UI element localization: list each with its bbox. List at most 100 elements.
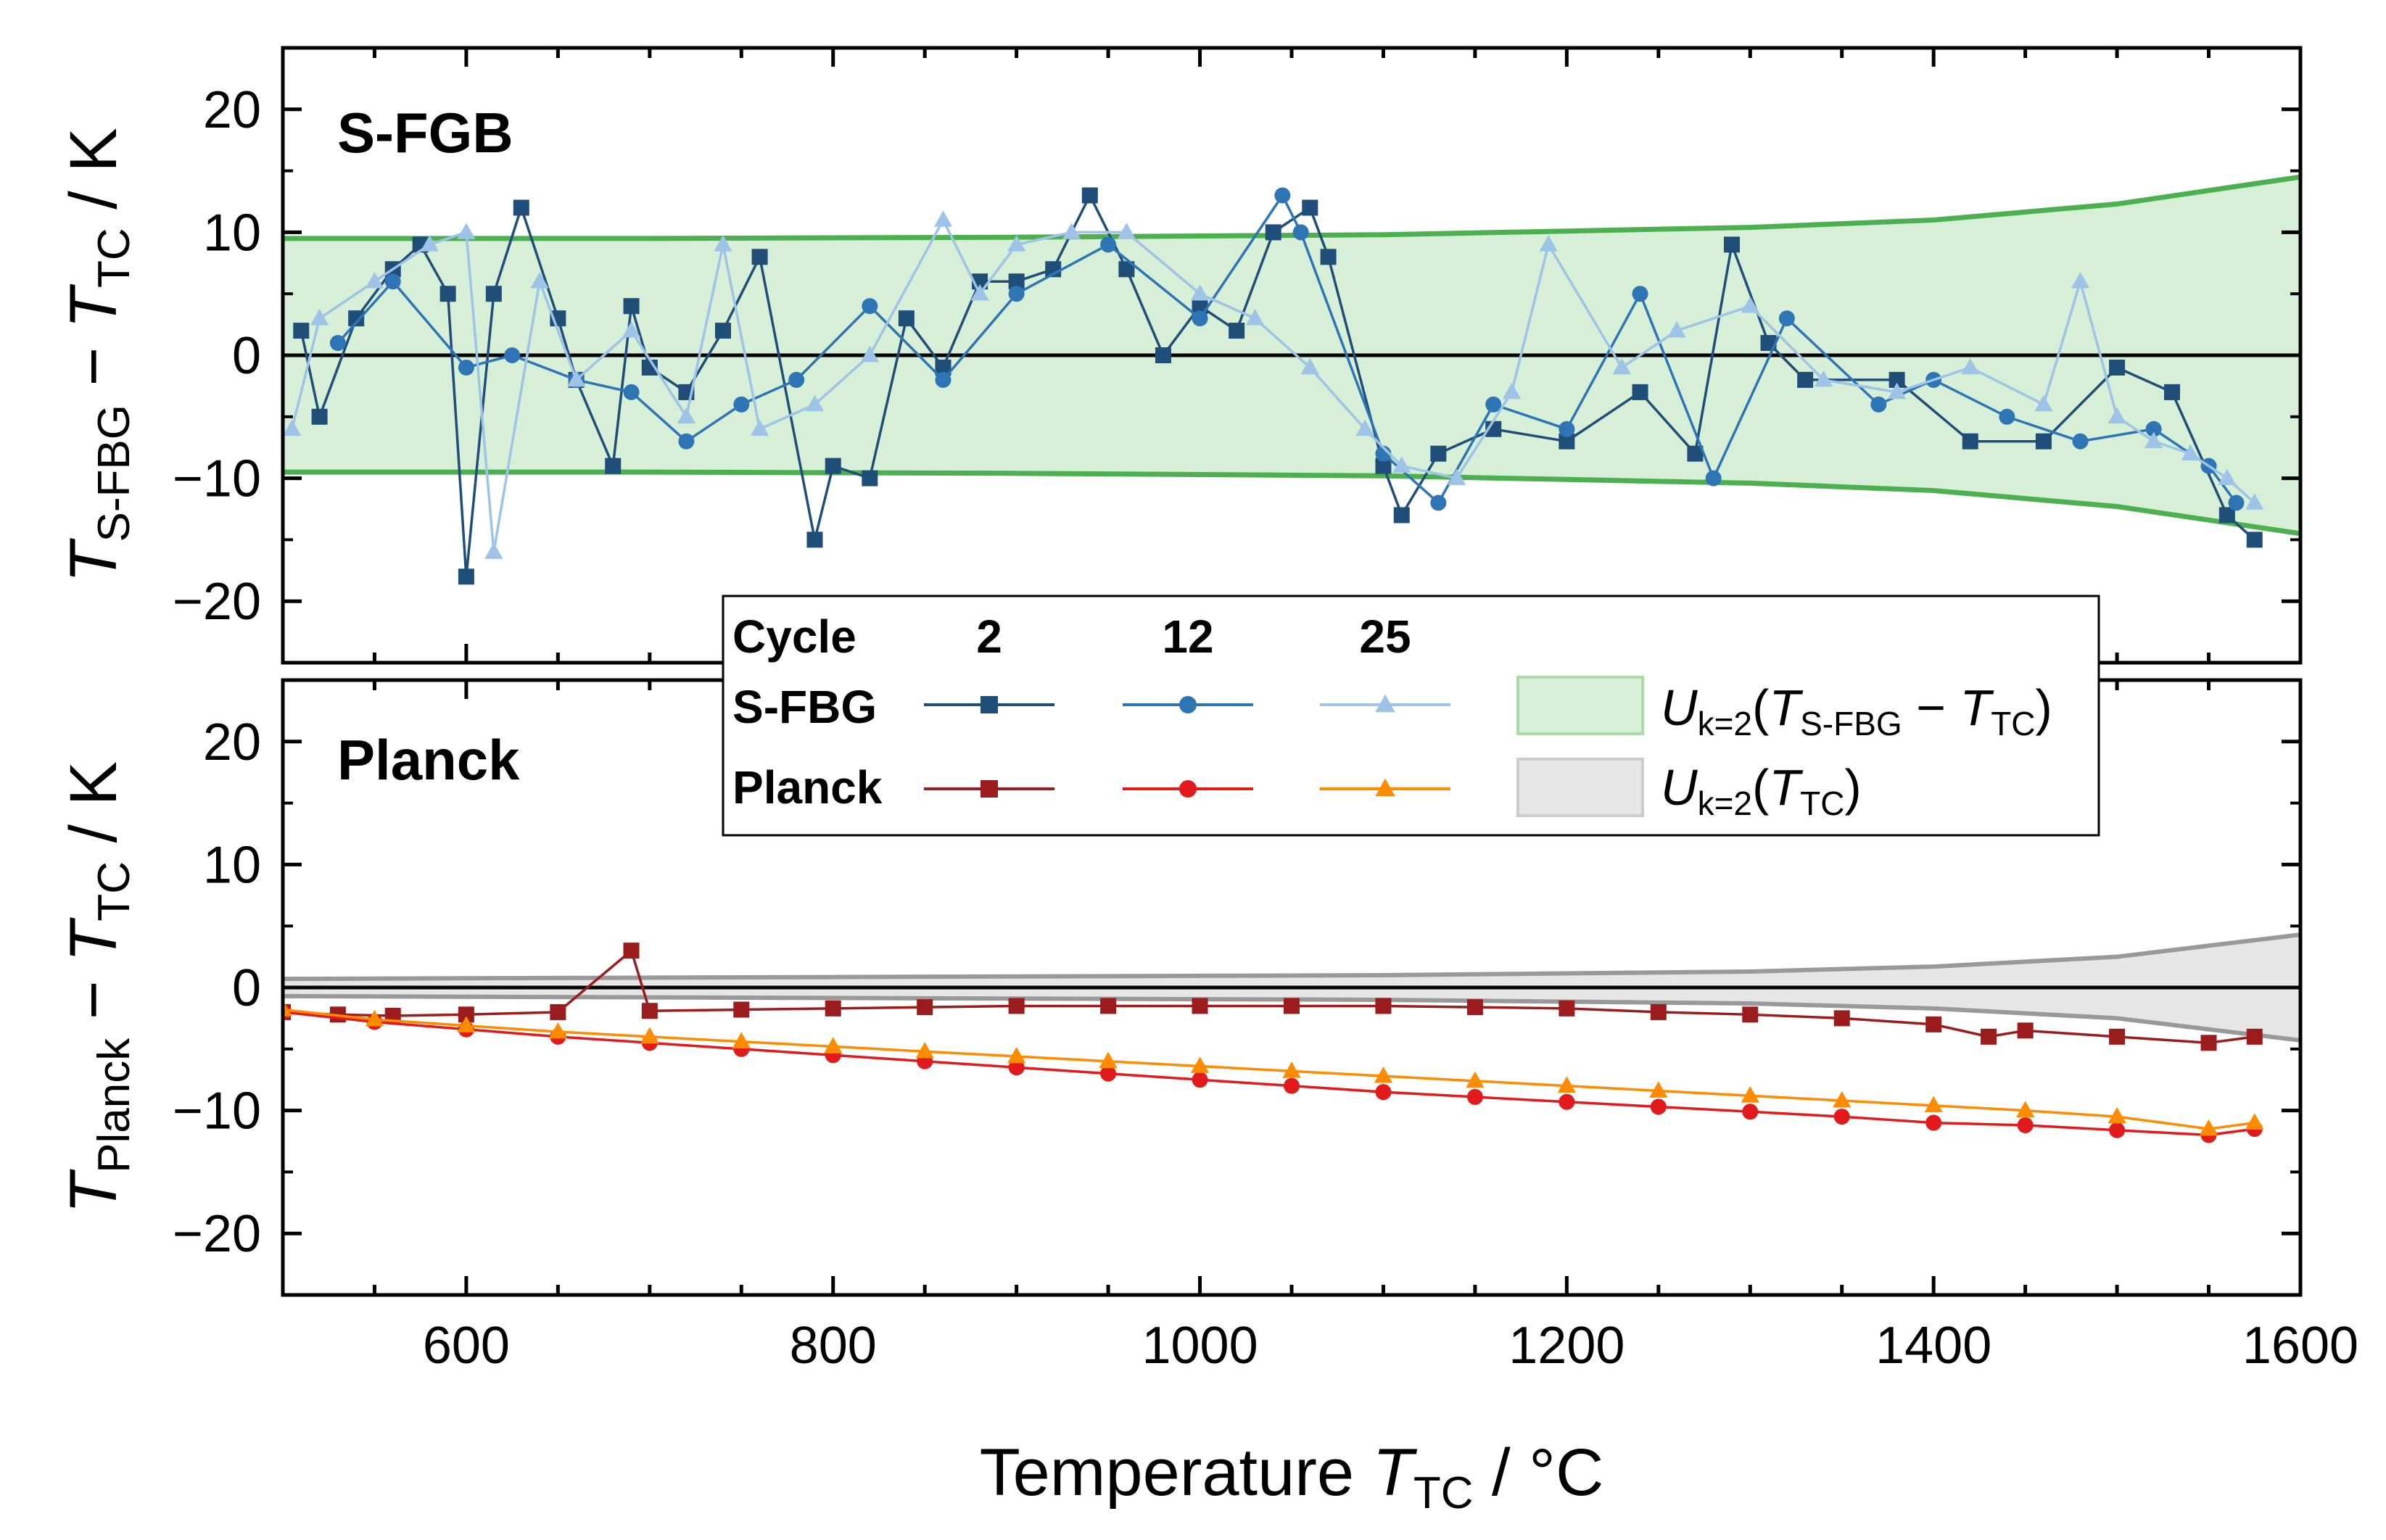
- y-tick-label: −20: [173, 573, 261, 631]
- y-title-bottom-sub: Planck: [89, 1038, 139, 1173]
- data-point: [1192, 998, 1208, 1014]
- uncertainty-band-sfbg-upper-edge: [283, 174, 2300, 241]
- data-point: [457, 1016, 476, 1032]
- data-point: [1649, 1081, 1668, 1098]
- data-point: [1742, 1006, 1759, 1023]
- data-point: [1284, 998, 1300, 1014]
- legend-marker: [1375, 694, 1395, 713]
- data-point: [1447, 468, 1466, 485]
- lb1-open: (: [1752, 679, 1769, 736]
- legend-cycle-label: Cycle: [732, 610, 856, 663]
- data-point: [623, 384, 640, 400]
- y-tick-label: 20: [203, 713, 261, 771]
- data-point: [714, 235, 732, 252]
- data-point: [933, 210, 953, 227]
- y-title-bottom-sub2: TC: [89, 861, 139, 922]
- series-group-bottom: [283, 943, 2264, 1143]
- y-title-top-mid: −: [57, 328, 131, 405]
- data-point: [1282, 1061, 1301, 1078]
- data-point: [1559, 421, 1575, 437]
- data-point: [1650, 1098, 1667, 1115]
- data-point: [862, 298, 878, 315]
- data-point: [458, 1006, 474, 1023]
- data-point: [1466, 1088, 1483, 1105]
- y-tick-label: 10: [203, 204, 261, 262]
- data-point: [1375, 1084, 1392, 1101]
- x-title-sym: T: [1373, 1436, 1418, 1510]
- uncertainty-band-tc-upper-edge: [283, 932, 2300, 982]
- data-point: [2109, 359, 2126, 376]
- data-point: [2071, 272, 2090, 289]
- data-point: [1300, 357, 1319, 375]
- data-point: [1557, 1076, 1577, 1093]
- legend-box: [722, 595, 2100, 837]
- data-point: [2181, 444, 2200, 461]
- data-point: [1667, 320, 1686, 338]
- data-point: [2109, 1028, 2126, 1045]
- data-point: [1100, 236, 1117, 253]
- legend-marker: [981, 696, 998, 713]
- data-point: [677, 407, 696, 424]
- y-tick-label: 20: [203, 81, 261, 139]
- data-point: [1355, 419, 1374, 436]
- y-title-top-sub2: TC: [89, 228, 139, 288]
- data-point: [1833, 1109, 1850, 1125]
- legend-band-swatch-green: [1516, 676, 1644, 735]
- data-point: [485, 286, 502, 302]
- y-tick-label: 0: [232, 959, 261, 1017]
- legend-row-sfbg: S-FBG: [732, 681, 877, 733]
- data-point: [311, 408, 328, 425]
- data-point: [283, 1000, 292, 1017]
- x-tick-label: 800: [790, 1317, 877, 1375]
- legend-marker: [981, 780, 998, 798]
- data-point: [1190, 1056, 1210, 1073]
- lb2-sub2: TC: [1800, 785, 1844, 822]
- data-point: [1833, 1090, 1852, 1108]
- data-point: [750, 419, 769, 436]
- data-point: [484, 542, 503, 559]
- data-point: [348, 310, 365, 327]
- data-point: [2017, 1117, 2034, 1133]
- data-point: [1632, 384, 1648, 400]
- series-group-top: [283, 187, 2264, 585]
- data-point: [2200, 1035, 2217, 1051]
- legend-band-label-gray: Uk=2(TTC): [1661, 759, 1862, 822]
- lb1-sym: T: [1769, 679, 1803, 736]
- lb2-close: ): [1844, 759, 1861, 816]
- data-point: [1925, 1016, 1942, 1032]
- data-point: [935, 371, 951, 388]
- data-point: [1888, 371, 1905, 388]
- data-point: [1374, 1066, 1393, 1083]
- data-point: [917, 999, 933, 1016]
- x-tick-label: 1400: [1875, 1317, 1991, 1375]
- data-point: [384, 273, 401, 290]
- data-point: [439, 286, 456, 302]
- data-point: [623, 943, 640, 959]
- data-point: [1962, 433, 1978, 450]
- data-point: [1559, 433, 1575, 450]
- data-point: [915, 1041, 934, 1059]
- data-point: [1265, 224, 1281, 241]
- x-tick-label: 600: [423, 1317, 510, 1375]
- y-title-bottom-mid: −: [57, 962, 131, 1038]
- series-planck-cycle-12: [283, 1003, 2263, 1143]
- y-title-bottom-sym2: T: [57, 917, 131, 962]
- data-point: [970, 284, 989, 301]
- legend-cycle-25: 25: [1359, 610, 1411, 663]
- data-point: [365, 1009, 384, 1027]
- lb1-sub3: TC: [1991, 705, 2035, 742]
- data-point: [1392, 456, 1411, 473]
- data-point: [1008, 998, 1025, 1014]
- data-point: [1284, 1077, 1300, 1094]
- y-tick-label: 0: [232, 327, 261, 385]
- data-point: [1961, 357, 1980, 375]
- data-point: [733, 1001, 750, 1018]
- data-point: [1833, 1010, 1850, 1027]
- data-point: [1192, 310, 1208, 327]
- data-point: [2245, 1113, 2264, 1130]
- data-point: [935, 359, 951, 376]
- data-point: [1099, 1051, 1118, 1069]
- series-s-fbg-cycle-25: [283, 210, 2264, 559]
